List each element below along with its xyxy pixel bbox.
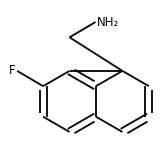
Text: F: F bbox=[9, 64, 15, 77]
Text: NH₂: NH₂ bbox=[96, 16, 119, 28]
